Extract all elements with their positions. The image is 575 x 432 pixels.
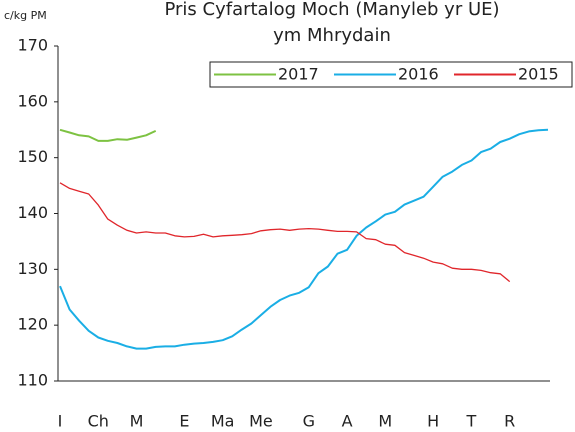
x-tick-label: R [504, 412, 515, 431]
legend-label: 2016 [398, 65, 439, 84]
x-tick-label: M [130, 412, 144, 431]
series-line [59, 128, 157, 142]
y-axis-label: c/kg PM [4, 9, 47, 22]
y-tick-label: 150 [17, 147, 48, 166]
x-tick-label: A [342, 412, 353, 431]
y-tick-label: 130 [17, 259, 48, 278]
x-tick-label: E [179, 412, 189, 431]
y-tick-label: 140 [17, 203, 48, 222]
x-tick-label: M [378, 412, 392, 431]
y-tick-label: 120 [17, 315, 48, 334]
series-line [59, 128, 549, 350]
legend-label: 2015 [518, 65, 559, 84]
x-tick-label: Ma [211, 412, 235, 431]
y-tick-label: 110 [17, 371, 48, 390]
series-line [59, 182, 511, 283]
y-tick-label: 160 [17, 91, 48, 110]
chart-title: Pris Cyfartalog Moch (Manyleb yr UE) [164, 0, 499, 20]
y-tick-label: 170 [17, 36, 48, 55]
x-tick-label: Ch [88, 412, 109, 431]
x-tick-label: H [427, 412, 439, 431]
chart-title: ym Mhrydain [273, 25, 391, 46]
x-tick-label: Me [249, 412, 273, 431]
x-tick-label: I [58, 412, 63, 431]
legend-label: 2017 [278, 65, 319, 84]
x-tick-label: G [303, 412, 315, 431]
x-tick-label: T [466, 412, 477, 431]
